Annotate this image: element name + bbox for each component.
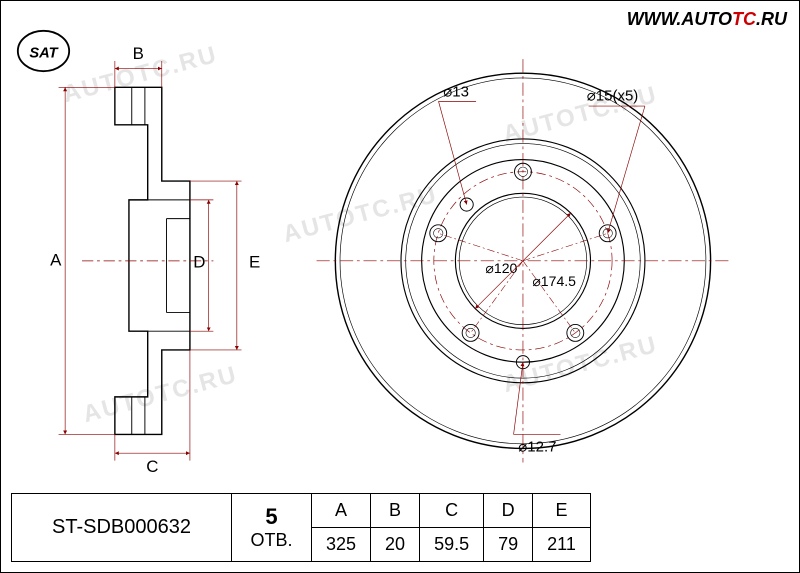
part-number-cell: ST-SDB000632: [12, 494, 232, 562]
dim-d174: ⌀174.5: [532, 273, 576, 289]
col-header: C: [420, 494, 484, 528]
col-value: 211: [533, 528, 591, 562]
col-value: 79: [484, 528, 533, 562]
col-header: E: [533, 494, 591, 528]
col-header: B: [371, 494, 420, 528]
dim-label-a: A: [50, 251, 62, 270]
site-logo-text: WWW.AUTOTC.RU: [627, 9, 787, 30]
front-view: ⌀13 ⌀15(x5) ⌀120 ⌀174.5 ⌀12.7: [317, 59, 730, 462]
side-view: A B C D E: [50, 44, 260, 476]
dim-d120: ⌀120: [485, 260, 517, 276]
col-header: D: [484, 494, 533, 528]
col-value: 325: [312, 528, 371, 562]
dimension-table: ST-SDB000632 5 ОТВ. A B C D E 325 20 59.…: [11, 493, 591, 562]
col-value: 59.5: [420, 528, 484, 562]
dim-label-e: E: [249, 252, 260, 271]
dim-label-b: B: [133, 44, 144, 63]
dim-d15: ⌀15(x5): [587, 87, 639, 104]
holes-cell: 5 ОТВ.: [232, 494, 312, 562]
dim-label-d: D: [193, 252, 205, 271]
dim-label-c: C: [146, 457, 158, 476]
technical-drawing: A B C D E: [1, 31, 800, 486]
col-value: 20: [371, 528, 420, 562]
dim-d13: ⌀13: [443, 84, 469, 101]
col-header: A: [312, 494, 371, 528]
dim-d127: ⌀12.7: [518, 438, 556, 455]
